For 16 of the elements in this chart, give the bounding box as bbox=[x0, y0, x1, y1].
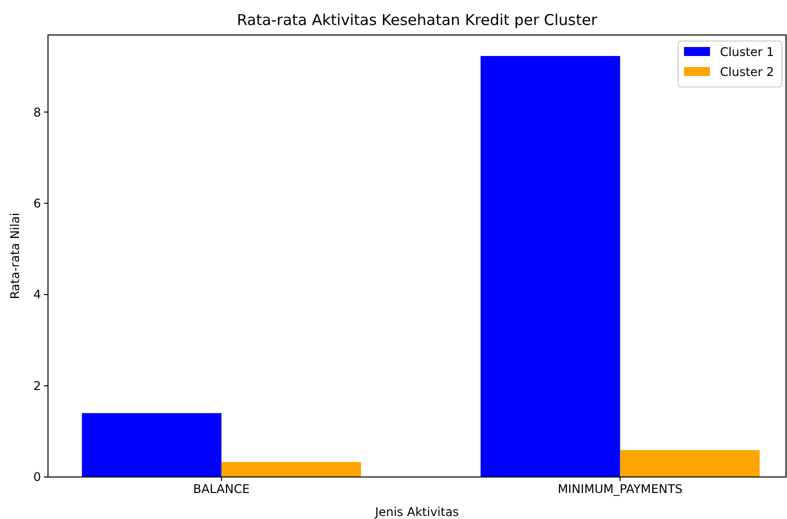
bar bbox=[82, 413, 222, 477]
x-tick-label: MINIMUM_PAYMENTS bbox=[558, 482, 683, 496]
y-axis-title: Rata-rata Nilai bbox=[8, 212, 22, 300]
y-tick-label: 2 bbox=[33, 378, 41, 393]
chart-title: Rata-rata Aktivitas Kesehatan Kredit per Cluster bbox=[236, 11, 598, 29]
legend-label: Cluster 1 bbox=[720, 45, 774, 60]
y-tick-label: 6 bbox=[33, 196, 41, 211]
legend-label: Cluster 2 bbox=[720, 65, 774, 80]
bar bbox=[480, 56, 620, 477]
x-axis-title: Jenis Aktivitas bbox=[374, 505, 459, 519]
y-tick-label: 4 bbox=[33, 288, 41, 302]
bar bbox=[221, 462, 361, 477]
y-tick-label: 8 bbox=[33, 105, 41, 120]
x-tick-label: BALANCE bbox=[193, 482, 250, 496]
y-tick-label: 0 bbox=[33, 470, 41, 484]
bar bbox=[620, 450, 760, 477]
